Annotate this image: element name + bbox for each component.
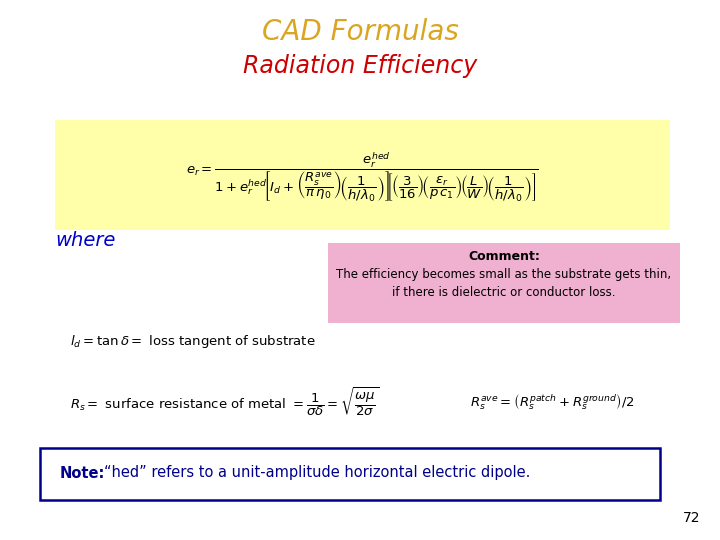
Text: Note:: Note:	[60, 465, 105, 481]
Bar	[328, 243, 680, 323]
Text: 72: 72	[683, 511, 700, 525]
Text: “hed” refers to a unit-amplitude horizontal electric dipole.: “hed” refers to a unit-amplitude horizon…	[104, 465, 531, 481]
Bar	[40, 448, 660, 500]
Text: Radiation Efficiency: Radiation Efficiency	[243, 54, 477, 78]
Text: Comment:: Comment:	[468, 250, 540, 263]
Bar	[55, 120, 670, 230]
Text: $R_s^{ave} = \left(R_s^{patch} + R_s^{ground}\right)/2$: $R_s^{ave} = \left(R_s^{patch} + R_s^{gr…	[470, 392, 634, 412]
Text: $e_r = \dfrac{e_r^{hed}}{1 + e_r^{hed}\!\left[I_d + \left(\dfrac{R_s^{ave}}{\pi\: $e_r = \dfrac{e_r^{hed}}{1 + e_r^{hed}\!…	[186, 150, 539, 204]
Text: $R_s =$ surface resistance of metal $= \dfrac{1}{\sigma\delta} = \sqrt{\dfrac{\o: $R_s =$ surface resistance of metal $= \…	[70, 386, 379, 418]
Text: The efficiency becomes small as the substrate gets thin,
if there is dielectric : The efficiency becomes small as the subs…	[336, 268, 672, 299]
Text: CAD Formulas: CAD Formulas	[261, 18, 459, 46]
Text: where: where	[55, 231, 115, 249]
Text: $l_d = \tan\delta =$ loss tangent of substrate: $l_d = \tan\delta =$ loss tangent of sub…	[70, 334, 315, 350]
